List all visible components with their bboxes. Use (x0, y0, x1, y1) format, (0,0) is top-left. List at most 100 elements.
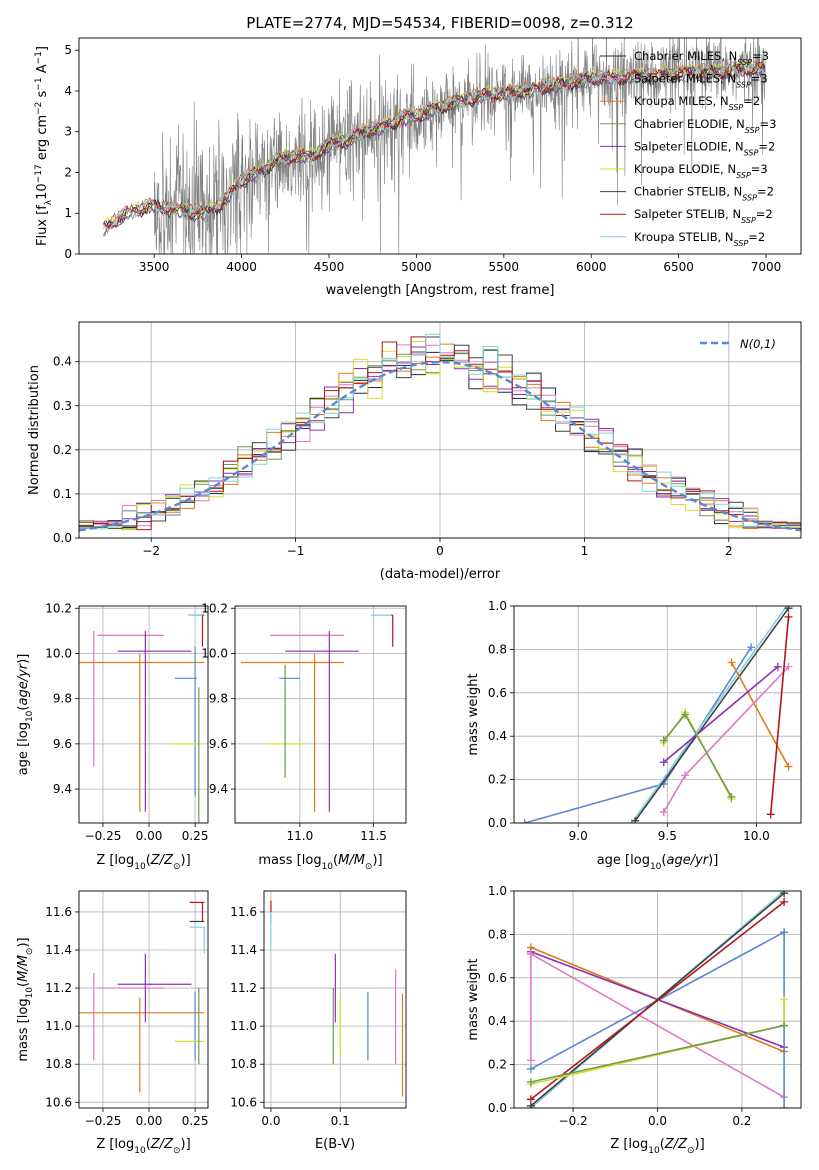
x-tick-label: −2 (142, 544, 160, 558)
x-tick-label: 7000 (751, 260, 782, 274)
weight-vs-Z-xlabel: Z [log10(Z/Z⊙)] (610, 1137, 704, 1156)
weight-marker (526, 1056, 535, 1065)
y-tick-label: 11.4 (45, 943, 72, 957)
x-tick-label: 9.5 (658, 829, 677, 843)
figure-title: PLATE=2774, MJD=54534, FIBERID=0098, z=0… (246, 14, 633, 32)
y-tick-label: 10.2 (45, 601, 72, 615)
y-tick-label: 11.4 (230, 943, 257, 957)
y-tick-label: 0.6 (488, 971, 507, 985)
y-tick-label: 0.3 (53, 399, 72, 413)
x-tick-label: 0.00 (136, 1114, 163, 1128)
x-tick-label: 9.0 (569, 829, 588, 843)
axes-age_vs_Z: −0.25 0.00 0.25 9.4 9.6 9.8 10.0 10.2 (45, 601, 208, 843)
weight-marker (784, 612, 793, 621)
y-tick-label: 10.8 (230, 1057, 257, 1071)
weight-marker (526, 1077, 535, 1086)
y-tick-label: 9.4 (53, 782, 72, 796)
weight-vs-Z-ylabel: mass weight (466, 958, 481, 1040)
x-tick-label: 0.0 (261, 1114, 280, 1128)
residual-histogram (79, 341, 801, 531)
ticks: 9.0 9.5 10.0 0.0 0.2 0.4 0.6 0.8 1.0 (488, 599, 770, 843)
ticks: −2 −1 0 1 2 0.0 0.1 0.2 0.3 0.4 (53, 355, 733, 558)
y-tick-label: 9.8 (209, 692, 228, 706)
y-tick-label: 9.4 (209, 782, 228, 796)
x-tick-label: 3500 (139, 260, 170, 274)
spectrum-model-line (103, 63, 766, 236)
x-tick-label: 11.5 (360, 829, 387, 843)
plot-area (520, 606, 793, 823)
axes-weight_vs_Z: −0.2 0.0 0.2 0.0 0.2 0.4 0.6 0.8 1.0 (488, 884, 802, 1128)
residuals-ylabel: Normed distribution (27, 365, 42, 495)
x-tick-label: 4500 (314, 260, 345, 274)
y-tick-label: 10.8 (45, 1057, 72, 1071)
y-tick-label: 9.6 (53, 737, 72, 751)
y-tick-label: 10.0 (45, 646, 72, 660)
weight-marker (681, 710, 690, 719)
grid (79, 606, 208, 823)
spectrum-ylabel: Flux [fλ10−17 erg cm−2 s−1 A−1] (34, 46, 54, 246)
legend-entry: N(0,1) (740, 337, 776, 351)
y-tick-label: 1.0 (488, 884, 507, 898)
weight-marker (727, 658, 736, 667)
axes-frame (234, 605, 407, 824)
weight-marker (681, 771, 690, 780)
y-tick-label: 3 (64, 125, 72, 139)
x-tick-label: 0.2 (732, 1114, 751, 1128)
spectrum-model-line (103, 61, 766, 231)
weight-line (530, 953, 785, 1098)
weight-marker (747, 643, 756, 652)
x-tick-label: −1 (287, 544, 305, 558)
y-tick-label: 0.0 (488, 1101, 507, 1115)
axes-mass_vs_Z: −0.25 0.00 0.25 10.6 10.8 11.0 11.2 11.4 11.6 (45, 890, 208, 1128)
weight-marker (784, 606, 793, 613)
weight-line (530, 1024, 785, 1083)
weight-marker (780, 897, 789, 906)
legend-entry: Kroupa STELIB, NSSP=2 (634, 230, 765, 248)
weight-marker (659, 808, 668, 817)
x-tick-label: −0.25 (85, 1114, 122, 1128)
x-tick-label: 5000 (401, 260, 432, 274)
y-tick-label: 0.2 (488, 773, 507, 787)
x-tick-label: 2 (725, 544, 733, 558)
weight-marker (526, 1095, 535, 1104)
legend-entry: Kroupa ELODIE, NSSP=3 (634, 162, 768, 180)
y-tick-label: 11.0 (230, 1019, 257, 1033)
x-tick-label: 0 (436, 544, 444, 558)
y-tick-label: 0.8 (488, 927, 507, 941)
weight-marker (780, 1021, 789, 1030)
y-tick-label: 11.0 (45, 1019, 72, 1033)
x-tick-label: 0.00 (136, 829, 163, 843)
y-tick-label: 0.1 (53, 487, 72, 501)
weight-marker (520, 819, 529, 823)
ticks: −0.25 0.00 0.25 9.4 9.6 9.8 10.0 10.2 (45, 601, 208, 843)
y-tick-label: 0.0 (488, 816, 507, 830)
y-tick-label: 0.4 (488, 1014, 507, 1028)
weight-line (663, 666, 779, 763)
x-tick-label: 0.0 (648, 1114, 667, 1128)
y-tick-label: 0.2 (488, 1058, 507, 1072)
y-tick-label: 0.4 (488, 729, 507, 743)
x-tick-label: 10.0 (743, 829, 770, 843)
weight-marker (766, 810, 775, 819)
weight-marker (659, 736, 668, 745)
weight-vs-age-xlabel: age [log10(age/yr)] (597, 853, 719, 872)
axes-frame (513, 890, 802, 1109)
x-tick-label: 6500 (663, 260, 694, 274)
weight-marker (780, 928, 789, 937)
axes-frame (78, 605, 209, 824)
plot-area (79, 333, 801, 532)
weight-vs-age-ylabel: mass weight (466, 673, 481, 755)
weight-line (769, 616, 790, 815)
y-tick-label: 10.6 (230, 1095, 257, 1109)
axes-weight_vs_age: 9.0 9.5 10.0 0.0 0.2 0.4 0.6 0.8 1.0 (488, 599, 802, 843)
weight-marker (780, 995, 789, 1004)
grid (79, 891, 208, 1108)
legend-entry: Chabrier MILES, NSSP=3 (634, 49, 769, 67)
weight-marker (526, 1064, 535, 1073)
weight-marker (780, 891, 789, 898)
y-tick-label: 9.6 (209, 737, 228, 751)
ticks: −0.2 0.0 0.2 0.0 0.2 0.4 0.6 0.8 1.0 (488, 884, 752, 1128)
weight-marker (526, 949, 535, 958)
spectrum-model-line (103, 60, 766, 230)
legend-entry: Salpeter MILES, NSSP=3 (634, 72, 768, 90)
